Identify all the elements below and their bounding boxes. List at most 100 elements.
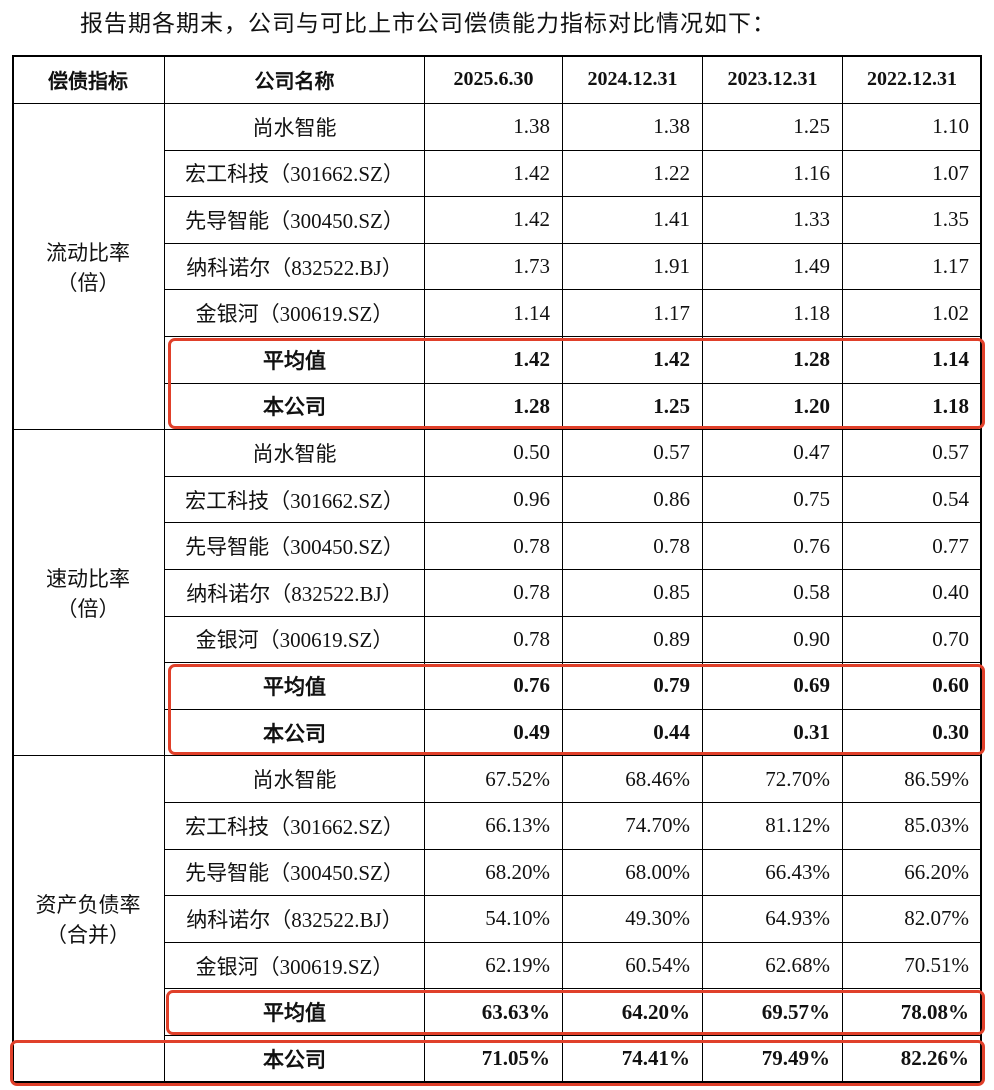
value-cell: 66.43% — [703, 849, 843, 897]
value-cell: 1.02 — [843, 290, 982, 337]
header-cell: 2025.6.30 — [425, 55, 563, 104]
value-cell: 67.52% — [425, 756, 563, 803]
header-cell: 2022.12.31 — [843, 55, 982, 104]
value-cell: 1.18 — [703, 290, 843, 337]
value-cell: 0.58 — [703, 570, 843, 617]
value-cell: 68.46% — [563, 756, 703, 803]
value-cell: 0.49 — [425, 709, 563, 757]
value-cell: 0.31 — [703, 709, 843, 757]
company-name: 先导智能（300450.SZ） — [165, 197, 425, 244]
intro-text: 报告期各期末，公司与可比上市公司偿债能力指标对比情况如下： — [80, 11, 776, 36]
value-cell: 74.70% — [563, 803, 703, 850]
company-name: 平均值 — [165, 663, 425, 710]
company-name: 金银河（300619.SZ） — [165, 942, 425, 990]
group-label-line: （倍） — [56, 270, 120, 295]
value-cell: 1.28 — [703, 337, 843, 384]
company-name: 宏工科技（301662.SZ） — [165, 803, 425, 850]
value-cell: 0.90 — [703, 616, 843, 664]
value-cell: 0.79 — [563, 663, 703, 710]
value-cell: 1.42 — [425, 337, 563, 384]
value-cell: 69.57% — [703, 989, 843, 1036]
value-cell: 49.30% — [563, 896, 703, 943]
value-cell: 1.10 — [843, 104, 982, 151]
value-cell: 1.17 — [563, 290, 703, 337]
value-cell: 1.25 — [563, 383, 703, 431]
value-cell: 0.40 — [843, 570, 982, 617]
value-cell: 1.49 — [703, 243, 843, 291]
value-cell: 0.96 — [425, 476, 563, 524]
value-cell: 66.20% — [843, 849, 982, 897]
highlight-box — [168, 338, 985, 430]
value-cell: 1.42 — [425, 197, 563, 244]
value-cell: 64.20% — [563, 989, 703, 1036]
value-cell: 81.12% — [703, 803, 843, 850]
value-cell: 1.16 — [703, 150, 843, 198]
company-name: 宏工科技（301662.SZ） — [165, 150, 425, 198]
value-cell: 1.41 — [563, 197, 703, 244]
value-cell: 0.76 — [425, 663, 563, 710]
company-name: 尚水智能 — [165, 756, 425, 803]
value-cell: 1.17 — [843, 243, 982, 291]
value-cell: 0.50 — [425, 430, 563, 477]
group-label-line: 流动比率 — [46, 240, 130, 265]
value-cell: 62.68% — [703, 942, 843, 990]
value-cell: 0.89 — [563, 616, 703, 664]
highlight-box — [166, 990, 985, 1035]
value-cell: 0.47 — [703, 430, 843, 477]
company-name: 纳科诺尔（832522.BJ） — [165, 570, 425, 617]
value-cell: 70.51% — [843, 942, 982, 990]
company-name: 金银河（300619.SZ） — [165, 616, 425, 664]
highlight-box — [168, 664, 985, 756]
value-cell: 0.78 — [425, 570, 563, 617]
group-label-line: （合并） — [46, 922, 130, 947]
company-name: 本公司 — [165, 1036, 425, 1083]
company-name: 纳科诺尔（832522.BJ） — [165, 896, 425, 943]
value-cell: 85.03% — [843, 803, 982, 850]
value-cell: 68.20% — [425, 849, 563, 897]
value-cell: 62.19% — [425, 942, 563, 990]
value-cell: 1.20 — [703, 383, 843, 431]
company-name: 金银河（300619.SZ） — [165, 290, 425, 337]
highlight-box — [10, 1040, 985, 1086]
group-label: 流动比率 （倍） — [12, 104, 165, 431]
value-cell: 1.38 — [563, 104, 703, 151]
company-name: 本公司 — [165, 383, 425, 431]
value-cell: 79.49% — [703, 1036, 843, 1083]
value-cell: 0.44 — [563, 709, 703, 757]
group-label-line: 速动比率 — [46, 566, 130, 591]
company-name: 先导智能（300450.SZ） — [165, 523, 425, 570]
value-cell: 0.70 — [843, 616, 982, 664]
value-cell: 0.57 — [563, 430, 703, 477]
value-cell: 66.13% — [425, 803, 563, 850]
value-cell: 0.77 — [843, 523, 982, 570]
value-cell: 1.22 — [563, 150, 703, 198]
value-cell: 1.14 — [843, 337, 982, 384]
header-cell: 2024.12.31 — [563, 55, 703, 104]
value-cell: 82.26% — [843, 1036, 982, 1083]
value-cell: 1.33 — [703, 197, 843, 244]
value-cell: 0.76 — [703, 523, 843, 570]
company-name: 本公司 — [165, 709, 425, 757]
value-cell: 0.57 — [843, 430, 982, 477]
value-cell: 0.78 — [425, 616, 563, 664]
value-cell: 1.73 — [425, 243, 563, 291]
header-cell: 2023.12.31 — [703, 55, 843, 104]
group-label: 资产负债率 （合并） — [12, 756, 165, 1083]
value-cell: 0.86 — [563, 476, 703, 524]
group-label-line: （倍） — [56, 596, 120, 621]
company-name: 先导智能（300450.SZ） — [165, 849, 425, 897]
value-cell: 82.07% — [843, 896, 982, 943]
value-cell: 1.07 — [843, 150, 982, 198]
group-label-line: 资产负债率 — [35, 892, 141, 917]
value-cell: 0.30 — [843, 709, 982, 757]
value-cell: 1.14 — [425, 290, 563, 337]
value-cell: 1.35 — [843, 197, 982, 244]
value-cell: 0.85 — [563, 570, 703, 617]
value-cell: 64.93% — [703, 896, 843, 943]
value-cell: 1.42 — [563, 337, 703, 384]
value-cell: 60.54% — [563, 942, 703, 990]
value-cell: 72.70% — [703, 756, 843, 803]
value-cell: 71.05% — [425, 1036, 563, 1083]
company-name: 尚水智能 — [165, 430, 425, 477]
